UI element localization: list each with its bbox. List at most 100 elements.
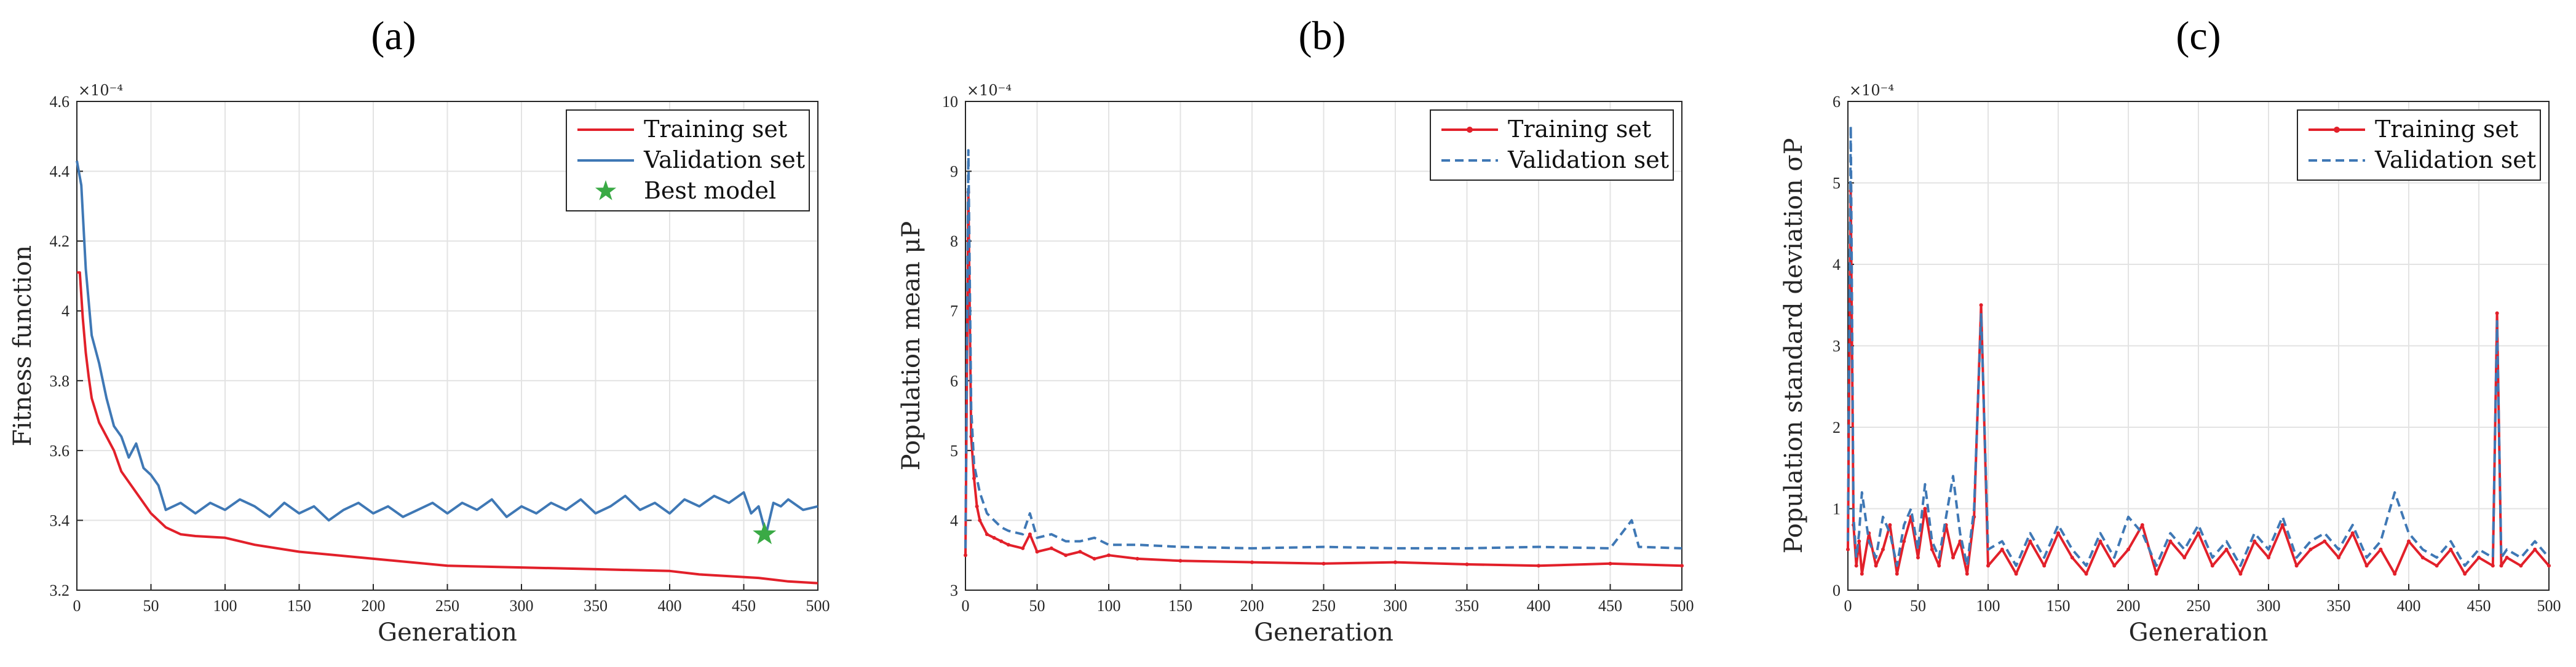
y-tick-label: 3.4 [50, 511, 70, 529]
series-point [2267, 556, 2270, 559]
series-line-validation [964, 149, 1682, 550]
series-line-training [1847, 189, 2550, 575]
x-tick-label: 0 [73, 597, 81, 615]
series-point [2407, 539, 2411, 543]
panel-label: (a) [371, 14, 416, 58]
y-tick-label: 3 [950, 582, 958, 599]
series-point [2519, 564, 2523, 568]
x-tick-label: 250 [2187, 597, 2211, 615]
axis-exponent: ×10⁻⁴ [967, 82, 1012, 99]
series-point [1888, 523, 1892, 527]
legend-swatch-marker [2334, 127, 2340, 133]
x-tick-label: 0 [1844, 597, 1852, 615]
y-tick-label: 3.2 [50, 582, 70, 599]
series-point [985, 532, 989, 537]
y-tick-label: 1 [1833, 500, 1841, 518]
series-point [1537, 564, 1540, 568]
series-point [2182, 556, 2187, 559]
series-point [1465, 562, 1469, 566]
x-axis-label: Generation [1254, 618, 1393, 647]
legend: Training set Validation set Best model [566, 109, 810, 211]
series-point [2393, 572, 2397, 576]
y-tick-label: 6 [1833, 93, 1841, 111]
series-point [2337, 556, 2340, 559]
x-tick-label: 200 [2117, 597, 2141, 615]
legend-label: Validation set [2374, 146, 2536, 173]
series-point [2308, 547, 2313, 551]
x-tick-label: 200 [362, 597, 386, 615]
series-point [1846, 547, 1850, 551]
y-axis-label: Population mean μP [897, 221, 925, 471]
series-point [2294, 564, 2299, 568]
series-point [1322, 561, 1326, 566]
legend-box [1430, 109, 1674, 181]
x-tick-label: 500 [806, 597, 830, 615]
x-tick-label: 150 [2047, 597, 2071, 615]
panel-a: (a) 0 50 100 150 200 250 300 350 400 450 500 3.2 3.4 3… [9, 14, 830, 647]
x-tick-label: 400 [2397, 597, 2421, 615]
y-axis-label: Fitness function [9, 245, 37, 446]
series-point [1930, 547, 1934, 551]
series-point [2210, 564, 2214, 568]
series-line-validation [76, 160, 818, 536]
series-point [1857, 539, 1861, 543]
legend-label: Training set [644, 116, 787, 143]
series-point [2505, 556, 2509, 559]
series-point [1986, 564, 1990, 568]
series-point [1937, 564, 1941, 568]
x-tick-label: 100 [1097, 597, 1121, 615]
y-tick-label: 3.6 [50, 442, 70, 460]
series-point [1916, 556, 1920, 559]
x-tick-label: 450 [732, 597, 756, 615]
series-point [1895, 572, 1899, 576]
series-point [2253, 539, 2257, 543]
series-point [1028, 532, 1032, 537]
x-tick-label: 300 [1384, 597, 1408, 615]
series-point [2449, 547, 2453, 551]
series-point [1107, 553, 1111, 558]
y-tick-label: 2 [1833, 419, 1841, 436]
x-tick-label: 50 [1910, 597, 1926, 615]
panel-label: (c) [2176, 14, 2221, 58]
x-tick-label: 300 [2257, 597, 2281, 615]
axis-exponent: ×10⁻⁴ [1849, 82, 1894, 99]
legend-swatch-marker [1467, 127, 1473, 133]
x-tick-label: 250 [435, 597, 459, 615]
series-point [992, 535, 996, 540]
legend-swatch-star [595, 180, 617, 200]
series-point [2042, 564, 2047, 568]
y-tick-label: 6 [950, 372, 958, 390]
x-tick-label: 350 [584, 597, 608, 615]
x-axis-label: Generation [2129, 618, 2269, 647]
series-point [1608, 561, 1612, 566]
series-point [1860, 572, 1864, 576]
x-tick-label: 450 [2467, 597, 2491, 615]
x-tick-label: 400 [1527, 597, 1551, 615]
x-tick-label: 100 [1976, 597, 2000, 615]
x-tick-label: 400 [658, 597, 682, 615]
series-point [1951, 556, 1955, 559]
series-point [1874, 564, 1878, 568]
best-model-marker [753, 522, 777, 545]
series-point [1035, 550, 1039, 554]
legend-label: Training set [1508, 116, 1651, 143]
series-point [2070, 556, 2074, 559]
y-tick-label: 3.8 [50, 372, 70, 390]
series-point [1092, 556, 1096, 561]
y-tick-label: 4 [950, 511, 958, 529]
panel-c: (c) 0 50 100 150 200 250 300 350 400 450 500 0 1 2 3 4 5 6… [1780, 14, 2561, 647]
series-point [2435, 564, 2439, 568]
series-point [2014, 572, 2018, 576]
x-tick-label: 150 [287, 597, 311, 615]
series-point [1006, 543, 1010, 547]
y-tick-label: 5 [950, 442, 958, 460]
series-point [2491, 564, 2495, 568]
series-point [1979, 303, 1983, 307]
series-point [2168, 539, 2173, 543]
x-tick-label: 50 [143, 597, 159, 615]
series-point [2477, 556, 2481, 559]
series-point [978, 518, 982, 523]
series-point [2154, 572, 2158, 576]
series-point [1021, 546, 1025, 550]
